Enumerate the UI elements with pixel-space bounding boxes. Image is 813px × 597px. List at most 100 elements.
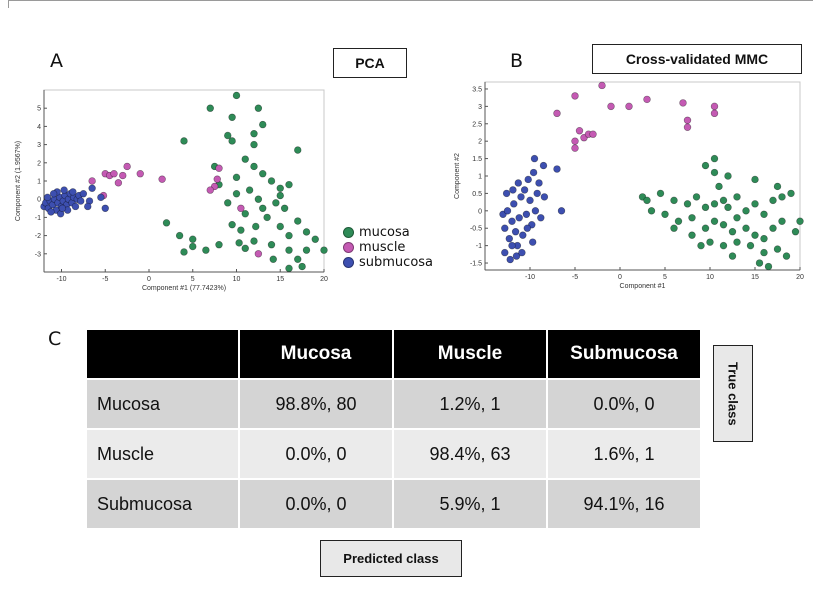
data-point-mucosa [228,220,236,229]
data-point-mucosa [254,195,263,203]
x-tick-label: -5 [572,274,578,281]
data-point-mucosa [764,262,773,271]
data-point-submucosa [531,207,540,215]
data-point-mucosa [773,182,782,191]
data-point-mucosa [715,182,723,191]
data-point-mucosa [710,200,719,208]
data-point-muscle [553,109,561,118]
data-point-mucosa [276,222,284,231]
data-point-mucosa [724,203,732,212]
data-point-mucosa [228,113,236,122]
data-point-mucosa [250,129,258,138]
data-point-mucosa [688,214,696,222]
data-point-submucosa [501,248,509,257]
data-point-muscle [110,170,118,178]
y-tick-label: 2 [37,160,41,167]
data-point-submucosa [512,252,521,260]
data-point-submucosa [522,210,531,218]
data-point-mucosa [202,246,210,254]
data-point-mucosa [232,91,241,100]
data-point-muscle [88,177,96,185]
predicted-class-label-box: Predicted class [320,540,462,577]
data-point-mucosa [215,241,223,249]
data-point-mucosa [728,252,737,260]
legend: mucosa muscle submucosa [343,225,433,270]
data-point-mucosa [724,172,732,180]
table-cell: 98.8%, 80 [238,378,394,430]
data-point-mucosa [710,154,719,163]
data-point-submucosa [501,224,509,232]
data-point-mucosa [769,224,777,232]
mmc-title-box: Cross-validated MMC [592,44,802,74]
data-point-mucosa [742,207,750,215]
data-point-muscle [215,164,223,172]
data-point-muscle [254,250,263,258]
data-point-mucosa [661,210,669,218]
data-point-submucosa [60,186,68,194]
legend-item-muscle: muscle [343,240,433,255]
muscle-marker-icon [343,242,354,253]
data-point-mucosa [224,131,232,140]
data-point-mucosa [272,199,280,207]
data-point-submucosa [514,179,522,187]
data-point-muscle [119,171,127,180]
data-point-submucosa [540,193,549,201]
data-point-muscle [575,127,584,135]
data-point-mucosa [778,193,786,201]
y-tick-label: 3 [37,142,41,149]
data-point-submucosa [526,196,534,205]
data-point-mucosa [683,200,692,208]
data-point-mucosa [269,255,277,263]
data-point-mucosa [701,203,710,212]
x-tick-label: 5 [191,276,195,283]
data-point-submucosa [71,202,80,211]
data-point-mucosa [760,248,768,257]
data-point-mucosa [796,217,804,225]
data-point-muscle [683,116,692,124]
data-point-mucosa [769,196,777,205]
data-point-mucosa [719,196,728,205]
row-label-submucosa: Submucosa [85,478,240,530]
data-point-muscle [625,102,633,111]
data-point-mucosa [760,210,768,218]
data-point-muscle [571,144,579,152]
data-point-mucosa [787,189,795,198]
data-point-mucosa [742,224,750,232]
data-point-mucosa [276,184,284,192]
table-row: Submucosa 0.0%, 0 5.9%, 1 94.1%, 16 [85,478,702,530]
y-tick-label: 2.5 [472,121,482,128]
data-point-submucosa [519,231,527,239]
legend-label-mucosa: mucosa [359,225,410,240]
table-cell: 0.0%, 0 [238,478,394,530]
x-tick-label: -10 [56,276,66,283]
true-class-label: True class [725,361,741,426]
data-point-muscle [571,137,579,145]
data-point-submucosa [69,188,77,196]
data-point-mucosa [755,259,764,267]
table-cell: 94.1%, 16 [546,478,702,530]
table-cell: 0.0%, 0 [546,378,702,430]
data-point-submucosa [505,234,513,243]
data-point-submucosa [510,200,518,208]
data-point-submucosa [77,197,85,205]
data-point-mucosa [241,210,249,218]
y-tick-label: -1.5 [470,261,482,268]
x-tick-label: 5 [663,274,667,281]
panel-c-letter: C [48,328,62,350]
data-point-muscle [589,130,597,138]
data-point-mucosa [285,180,293,189]
data-point-muscle [237,204,245,213]
data-point-mucosa [259,204,267,213]
data-point-mucosa [782,252,791,260]
x-tick-label: 15 [276,276,284,283]
data-point-submucosa [537,214,545,222]
data-point-mucosa [280,204,289,213]
table-row: Mucosa 98.8%, 80 1.2%, 1 0.0%, 0 [85,378,702,430]
data-point-mucosa [670,224,678,232]
data-point-mucosa [298,262,306,271]
data-point-mucosa [733,238,741,246]
data-point-mucosa [751,231,759,239]
table-cell: 5.9%, 1 [392,478,548,530]
y-tick-label: 3 [478,104,482,111]
table-corner-cell [85,328,240,380]
